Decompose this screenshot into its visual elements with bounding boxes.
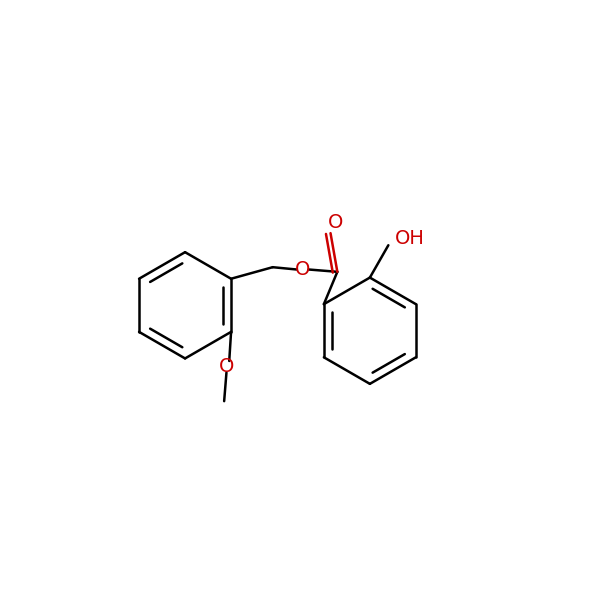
Text: O: O [219,357,234,376]
Text: OH: OH [395,229,425,248]
Text: O: O [295,260,310,279]
Text: O: O [328,214,343,232]
